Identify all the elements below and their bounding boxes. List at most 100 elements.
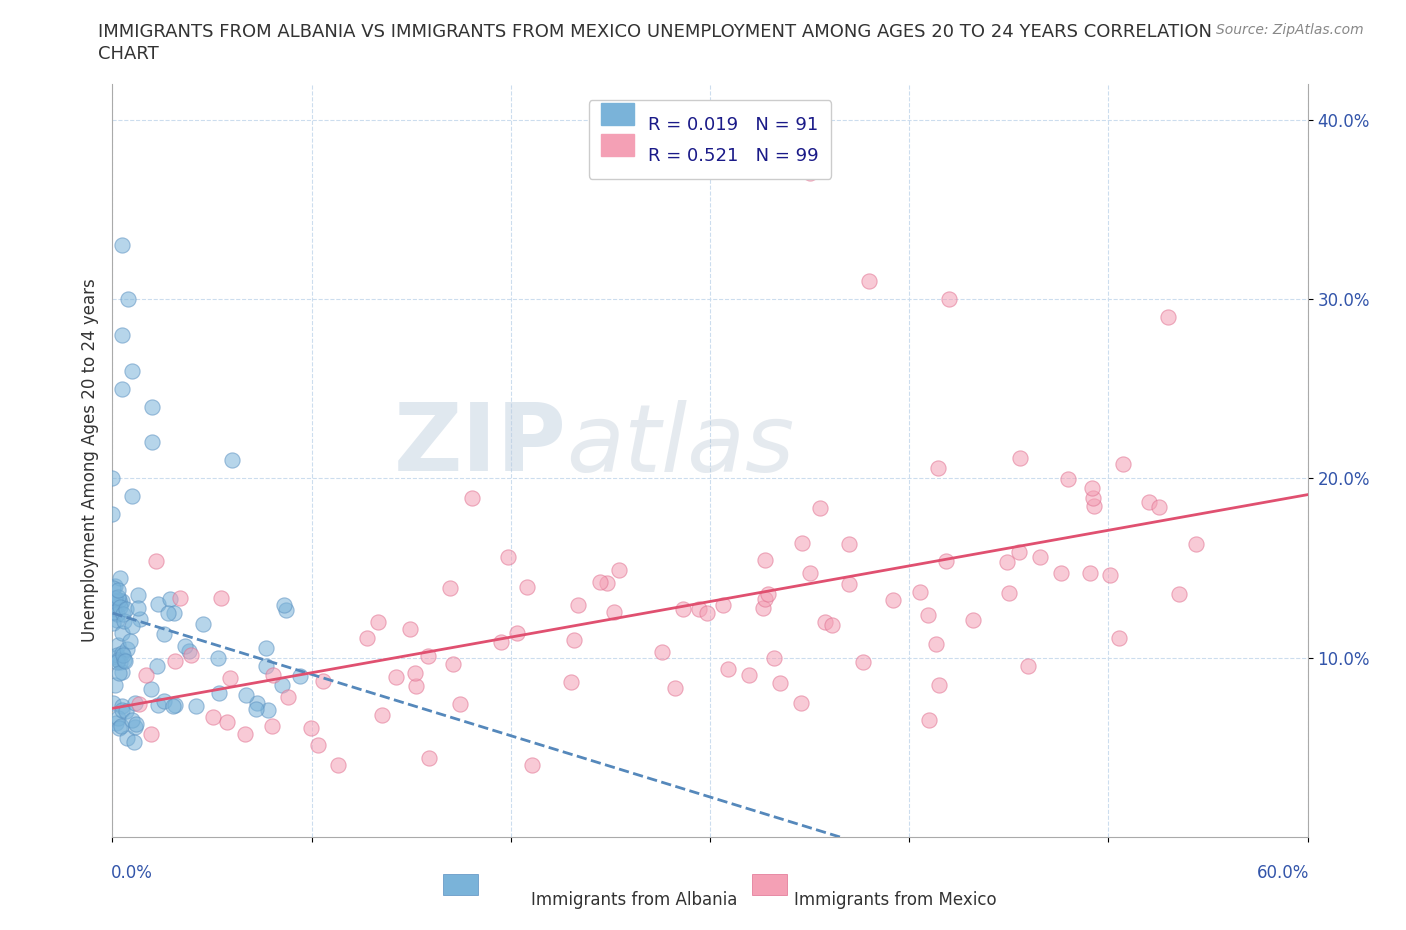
Point xyxy=(117,291,139,306)
Point xyxy=(737,668,759,683)
Point xyxy=(516,579,538,594)
Point xyxy=(603,604,626,619)
Point xyxy=(664,681,686,696)
Point xyxy=(792,536,814,551)
Point xyxy=(139,682,162,697)
Point xyxy=(101,580,124,595)
Point xyxy=(191,617,214,631)
Point xyxy=(762,651,785,666)
Point xyxy=(754,552,776,567)
Point xyxy=(917,608,939,623)
Point xyxy=(367,615,389,630)
Point xyxy=(595,576,617,591)
Point xyxy=(858,273,880,288)
Point xyxy=(273,597,295,612)
Point xyxy=(111,381,134,396)
Point xyxy=(115,642,138,657)
Point xyxy=(128,611,150,626)
Point xyxy=(107,590,129,604)
Point xyxy=(962,613,984,628)
Point xyxy=(146,698,169,712)
Point xyxy=(589,574,612,589)
Text: Source: ZipAtlas.com: Source: ZipAtlas.com xyxy=(1216,23,1364,37)
Point xyxy=(101,616,124,631)
Y-axis label: Unemployment Among Ages 20 to 24 years: Unemployment Among Ages 20 to 24 years xyxy=(80,278,98,643)
Point xyxy=(1017,658,1039,673)
Point xyxy=(107,665,129,680)
Point xyxy=(111,664,134,679)
Point xyxy=(562,632,585,647)
Point xyxy=(290,669,312,684)
Point xyxy=(769,676,792,691)
Legend: R = 0.019   N = 91, R = 0.521   N = 99: R = 0.019 N = 91, R = 0.521 N = 99 xyxy=(589,100,831,179)
Point xyxy=(146,658,169,673)
Point xyxy=(1137,494,1160,509)
Point xyxy=(672,602,695,617)
Point xyxy=(908,584,931,599)
Point xyxy=(506,626,529,641)
Point xyxy=(135,668,157,683)
Point xyxy=(1157,310,1180,325)
Point xyxy=(165,654,187,669)
Point xyxy=(449,697,471,711)
Point xyxy=(1050,566,1073,581)
Point xyxy=(1008,544,1031,559)
Point xyxy=(254,658,277,673)
Text: Immigrants from Mexico: Immigrants from Mexico xyxy=(793,891,997,909)
Point xyxy=(995,554,1018,569)
Point xyxy=(688,602,710,617)
Point xyxy=(838,577,860,591)
Point xyxy=(145,554,167,569)
Point xyxy=(998,585,1021,600)
Point xyxy=(356,631,378,645)
Point xyxy=(108,599,131,614)
Point xyxy=(110,625,132,640)
Point xyxy=(139,726,162,741)
Point xyxy=(1108,631,1130,645)
Point xyxy=(124,717,146,732)
Point xyxy=(146,596,169,611)
Point xyxy=(110,570,132,585)
Point xyxy=(235,687,257,702)
Point xyxy=(257,703,280,718)
Point xyxy=(496,549,519,564)
Point xyxy=(918,713,941,728)
Point xyxy=(384,670,406,684)
Point xyxy=(121,618,143,633)
Point xyxy=(115,731,138,746)
Point xyxy=(141,435,163,450)
Point xyxy=(184,698,207,713)
Point xyxy=(218,671,240,685)
Point xyxy=(104,677,127,692)
Point xyxy=(105,650,128,665)
Point xyxy=(118,633,141,648)
Point xyxy=(418,751,440,765)
Point xyxy=(107,711,129,725)
Point xyxy=(790,696,813,711)
Point xyxy=(820,618,842,632)
Point xyxy=(107,638,129,653)
Point xyxy=(696,605,718,620)
Point xyxy=(105,606,128,621)
Point xyxy=(111,698,134,713)
Point xyxy=(245,701,267,716)
Point xyxy=(371,708,394,723)
Point xyxy=(1184,536,1206,551)
Point xyxy=(169,591,191,605)
Point xyxy=(121,364,143,379)
Point xyxy=(121,712,143,727)
Point xyxy=(152,627,174,642)
Point xyxy=(254,641,277,656)
Point xyxy=(754,591,776,606)
Point xyxy=(180,647,202,662)
Point xyxy=(103,696,125,711)
Point xyxy=(163,698,186,712)
Point xyxy=(935,553,957,568)
Point xyxy=(115,704,138,719)
Point xyxy=(567,597,589,612)
Point xyxy=(217,714,239,729)
Point xyxy=(202,710,225,724)
Point xyxy=(1008,451,1031,466)
Point xyxy=(441,657,464,671)
Point xyxy=(101,471,124,485)
